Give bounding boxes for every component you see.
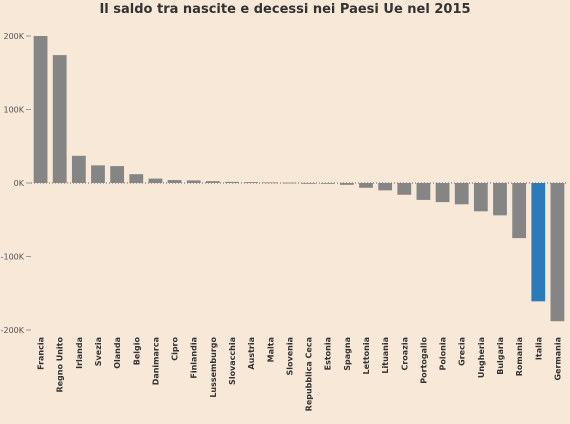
category-label: Malta (266, 337, 275, 362)
category-label: Finlandia (190, 337, 199, 379)
category-label: Cipro (171, 336, 180, 360)
bar (71, 155, 86, 183)
category-label: Ungheria (477, 337, 486, 378)
bar (550, 183, 565, 322)
bar (512, 183, 527, 239)
category-label: Belgio (132, 337, 141, 366)
bar (397, 183, 412, 195)
bar (435, 183, 450, 203)
bar (378, 183, 393, 191)
bar (454, 183, 469, 205)
y-tick-label: 100K (3, 106, 24, 115)
category-label: Lettonia (362, 337, 371, 375)
bar (205, 181, 220, 183)
bar (263, 182, 278, 184)
category-label: Svezia (94, 337, 103, 366)
y-tick-label: -100K (1, 253, 25, 262)
y-tick-label: 0K (14, 179, 25, 188)
bar (33, 36, 48, 183)
bar (359, 183, 373, 188)
category-label: Grecia (458, 337, 467, 366)
category-label: Spagna (343, 337, 352, 371)
category-label: Repubblica Ceca (305, 337, 314, 411)
category-label: Portogallo (419, 337, 428, 384)
category-label: Austria (247, 337, 256, 370)
category-label: Italia (534, 337, 543, 360)
category-label: Olanda (113, 337, 122, 369)
bar (301, 183, 316, 184)
category-label: Germania (553, 337, 562, 381)
bar (416, 183, 431, 200)
category-label: Lussemburgo (209, 337, 218, 398)
bar (129, 174, 144, 183)
category-label: Polonia (439, 337, 448, 370)
category-label: Slovenia (285, 337, 294, 375)
category-label: Estonia (324, 337, 333, 370)
chart-title: Il saldo tra nascite e decessi nei Paesi… (99, 2, 471, 17)
y-tick-label: 200K (3, 32, 24, 41)
bar (52, 55, 67, 183)
bar (493, 183, 507, 216)
bar (320, 183, 335, 184)
category-label: Slovacchia (228, 337, 237, 385)
bar (110, 166, 125, 183)
bar (91, 165, 105, 183)
bar (473, 183, 488, 212)
category-label: Regno Unito (56, 337, 65, 393)
category-label: Croazia (400, 337, 409, 371)
bar (339, 183, 354, 185)
category-label: Bulgaria (496, 337, 505, 375)
bar (244, 182, 259, 183)
category-label: Lituania (381, 337, 390, 374)
bar (225, 181, 239, 183)
bar (531, 183, 546, 302)
category-label: Francia (37, 337, 46, 370)
category-label: Romania (515, 337, 524, 376)
y-tick-label: -200K (1, 326, 25, 335)
bar (282, 182, 297, 184)
bar (186, 180, 201, 183)
bar (167, 180, 182, 183)
bar (148, 178, 163, 183)
category-label: Danimarca (151, 337, 160, 385)
category-label: Irlanda (75, 337, 84, 369)
